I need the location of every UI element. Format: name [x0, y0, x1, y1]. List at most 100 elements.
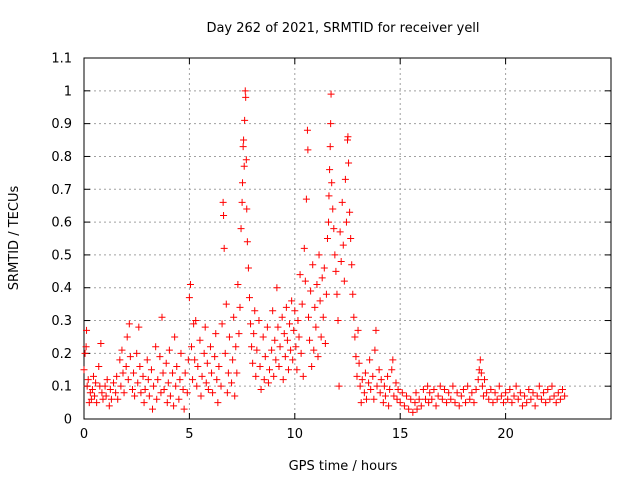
y-tick-label: 0.9 [51, 117, 72, 132]
data-point [103, 376, 111, 384]
data-point [510, 392, 518, 400]
data-point [554, 389, 562, 397]
data-point [312, 323, 320, 331]
data-point [377, 376, 385, 384]
data-point [282, 303, 290, 311]
data-point [349, 290, 357, 298]
data-point [302, 195, 310, 203]
data-point [310, 346, 318, 354]
data-point [107, 395, 115, 403]
data-point [336, 228, 344, 236]
data-point [372, 326, 380, 334]
data-point [126, 353, 134, 361]
data-point [234, 280, 242, 288]
data-point [360, 389, 368, 397]
data-point [462, 399, 470, 407]
data-point [428, 395, 436, 403]
data-point [233, 369, 241, 377]
data-point [333, 290, 341, 298]
data-point [166, 392, 174, 400]
data-point [271, 336, 279, 344]
data-point [212, 330, 220, 338]
data-point [495, 382, 503, 390]
data-point [82, 343, 90, 351]
data-point [250, 330, 258, 338]
data-point [144, 376, 152, 384]
data-point [290, 326, 298, 334]
data-point [384, 372, 392, 380]
data-point [371, 346, 379, 354]
data-point [201, 323, 209, 331]
data-point [335, 382, 343, 390]
data-point [472, 385, 480, 393]
data-point [322, 290, 330, 298]
data-point [508, 399, 516, 407]
data-point [80, 366, 88, 374]
data-point [222, 300, 230, 308]
y-tick-label: 1.1 [51, 52, 72, 67]
data-point [303, 126, 311, 134]
data-point [270, 372, 278, 380]
data-point [325, 192, 333, 200]
data-point [204, 385, 212, 393]
data-point [315, 251, 323, 259]
y-axis-label: SRMTID / TECUs [7, 186, 22, 291]
data-point [380, 382, 388, 390]
data-point [518, 402, 526, 410]
data-point [412, 389, 420, 397]
data-point [117, 382, 125, 390]
data-point [283, 336, 291, 344]
data-point [175, 395, 183, 403]
data-point [122, 362, 130, 370]
data-point [318, 274, 326, 282]
data-point [232, 343, 240, 351]
data-point [177, 349, 185, 357]
data-point [269, 307, 277, 315]
data-point [245, 294, 253, 302]
y-tick-label: 0.3 [51, 314, 72, 329]
data-point [521, 392, 529, 400]
data-point [355, 359, 363, 367]
data-point [328, 179, 336, 187]
data-point [430, 385, 438, 393]
data-point [351, 333, 359, 341]
data-point [353, 372, 361, 380]
data-point [432, 402, 440, 410]
data-point [87, 395, 95, 403]
data-point [352, 353, 360, 361]
data-point [189, 376, 197, 384]
data-point [523, 399, 531, 407]
data-point [533, 392, 541, 400]
data-point [83, 326, 91, 334]
data-point [504, 395, 512, 403]
data-point [550, 392, 558, 400]
x-tick-label: 10 [287, 427, 304, 442]
data-point [131, 392, 139, 400]
data-point [116, 356, 124, 364]
y-tick-label: 0.1 [51, 380, 72, 395]
data-point [466, 395, 474, 403]
data-point [344, 133, 352, 141]
data-point [305, 313, 313, 321]
data-point [259, 333, 267, 341]
data-point [373, 382, 381, 390]
data-point [288, 297, 296, 305]
data-point [136, 362, 144, 370]
data-point [438, 395, 446, 403]
data-point [152, 343, 160, 351]
tick-layer: 0 0.1 0.2 0.3 0.4 0.5 0.6 0.7 0.8 0.9 1 1.1 0 5 10 15 20 [51, 52, 611, 442]
data-point [425, 399, 433, 407]
data-point [319, 313, 327, 321]
data-point [88, 385, 96, 393]
data-point [426, 389, 434, 397]
data-point [184, 356, 192, 364]
data-point [400, 402, 408, 410]
data-point [172, 382, 180, 390]
data-point [296, 271, 304, 279]
data-point [143, 356, 151, 364]
data-point [95, 362, 103, 370]
data-point [284, 366, 292, 374]
data-point [186, 280, 194, 288]
data-point [376, 389, 384, 397]
